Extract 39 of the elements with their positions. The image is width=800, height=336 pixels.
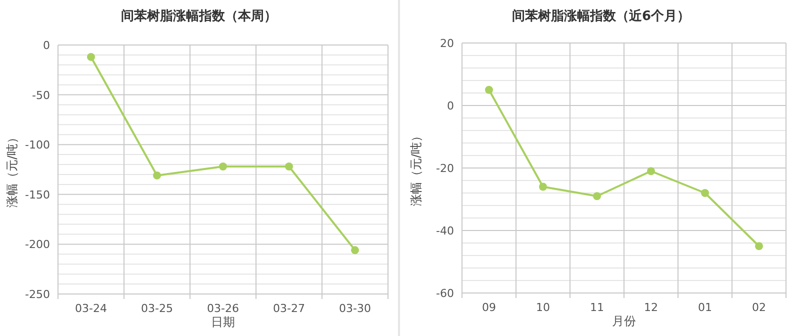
chart-title: 间苯树脂涨幅指数（近6个月） [512,8,690,24]
point [647,167,655,176]
y-axis-title: 涨幅（元/吨） [5,131,19,208]
x-tick-label: 03-25 [141,302,173,315]
x-tick-label: 10 [536,301,550,314]
point [87,52,95,61]
x-tick-label: 03-30 [339,302,371,315]
x-axis-title: 月份 [612,314,636,328]
y-tick-label: -50 [32,88,50,102]
chart-title: 间苯树脂涨幅指数（本周） [121,9,277,24]
y-tick-label: -100 [25,138,50,152]
y-tick-label: 20 [440,37,454,50]
x-tick-label: 01 [698,301,712,314]
y-tick-label: -200 [25,238,50,252]
y-tick-label: -60 [436,287,454,300]
y-tick-label: 0 [43,39,50,52]
y-tick-label: -40 [436,224,454,238]
point [539,182,547,191]
x-tick-label: 03-26 [207,302,239,315]
x-tick-label: 11 [590,301,604,314]
y-tick-label: -150 [25,188,50,202]
point [285,162,293,171]
point [219,162,227,171]
y-tick-label: 0 [447,100,454,112]
x-tick-label: 03-27 [273,302,305,315]
point [755,242,763,250]
x-tick-label: 02 [752,301,766,314]
x-tick-label: 12 [644,301,658,314]
y-tick-label: -20 [436,162,454,175]
point [153,171,161,180]
y-tick-label: -250 [25,288,50,301]
x-tick-label: 03-24 [75,302,107,315]
point [701,189,709,197]
point [485,86,493,94]
point [351,246,359,254]
x-axis-title: 日期 [211,315,235,329]
point [593,192,601,200]
x-tick-label: 09 [482,301,496,314]
y-axis-title: 涨幅（元/吨） [409,130,423,206]
